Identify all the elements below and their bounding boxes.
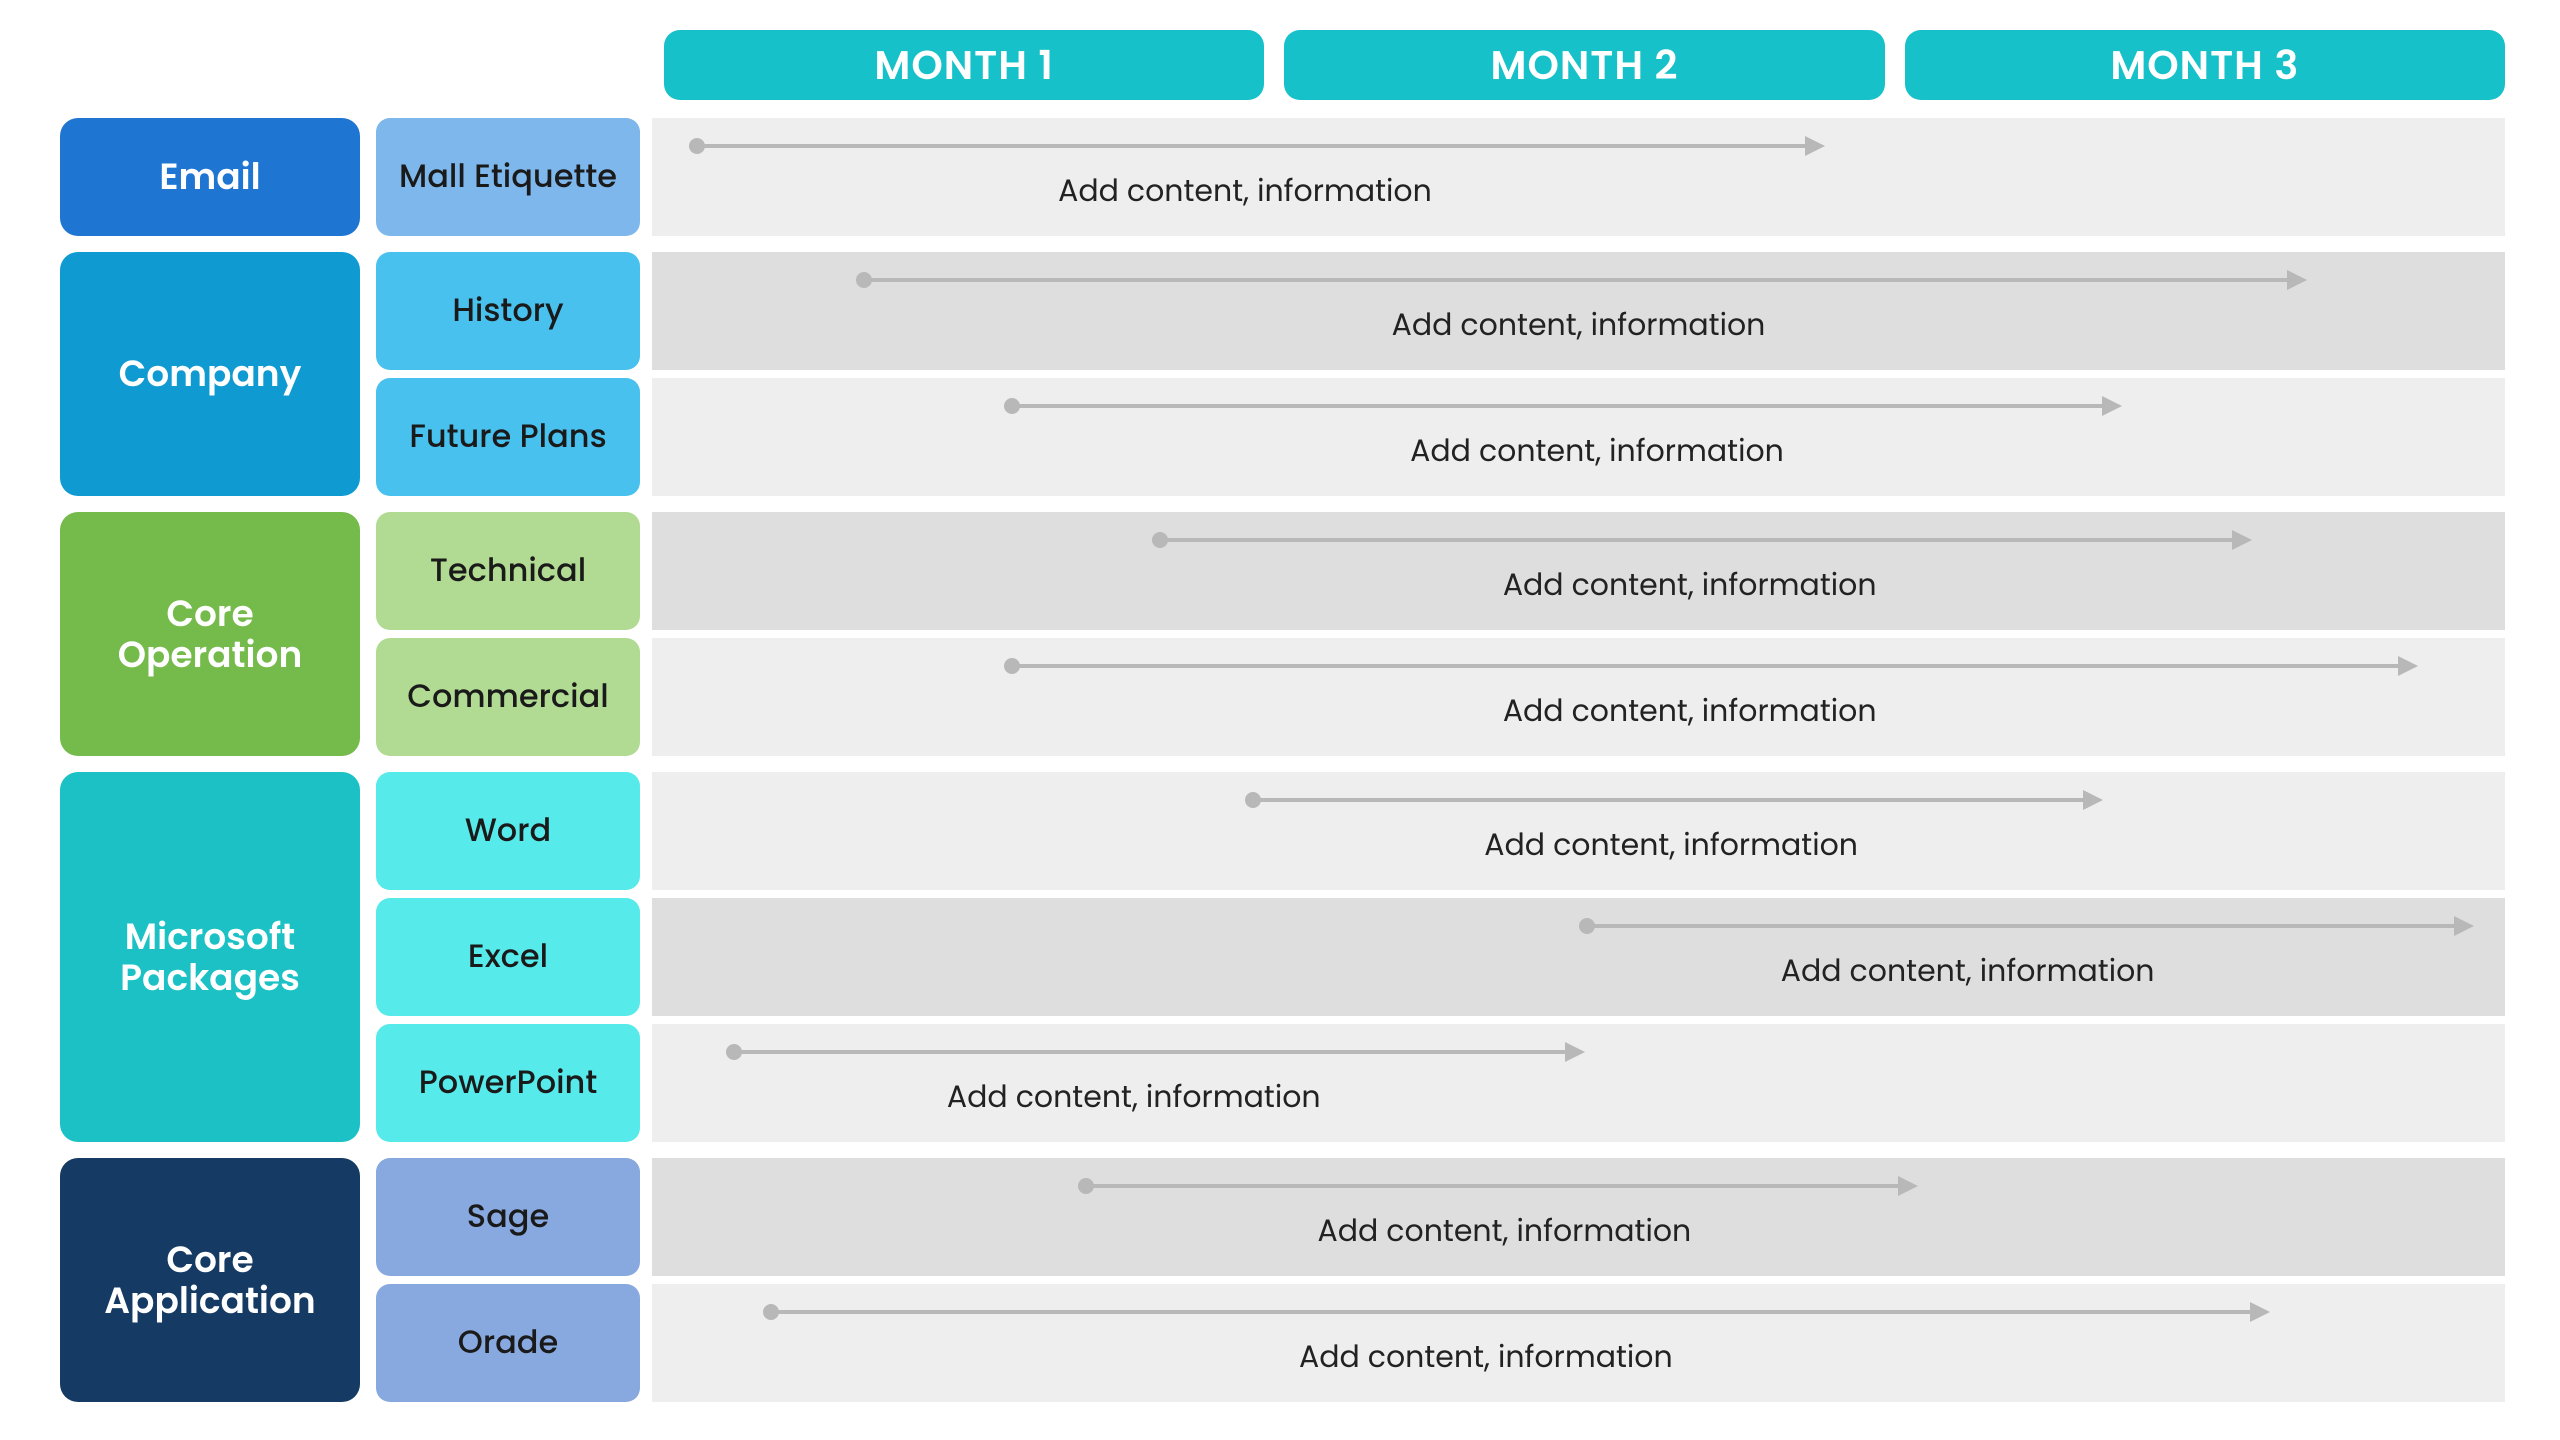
lane-content-text: Add content, information	[947, 1074, 1321, 1120]
group-row: Core ApplicationSage Add content, informa…	[60, 1158, 2505, 1402]
timeline-lane: Add content, information	[652, 1284, 2505, 1402]
arrow-line-icon	[1158, 538, 2233, 542]
arrow-head-icon	[2454, 916, 2474, 936]
sub-row: Future Plans Add content, information	[376, 378, 2505, 496]
sub-row: PowerPoint Add content, information	[376, 1024, 2505, 1142]
timeline-lane-inner: Add content, information	[652, 1284, 2505, 1402]
arrow-head-icon	[2250, 1302, 2270, 1322]
header-spacer-sub	[372, 30, 652, 100]
roadmap-chart: MONTH 1 MONTH 2 MONTH 3 EmailMall Etique…	[60, 30, 2505, 1402]
timeline-lane: Add content, information	[652, 772, 2505, 890]
sub-rows: Word Add content, information Excel Add con…	[376, 772, 2505, 1142]
arrow-head-icon	[2232, 530, 2252, 550]
arrow-head-icon	[1898, 1176, 1918, 1196]
month-pill-3: MONTH 3	[1905, 30, 2505, 100]
lane-content-text: Add content, information	[1410, 428, 1784, 474]
roadmap-canvas: MONTH 1 MONTH 2 MONTH 3 EmailMall Etique…	[0, 0, 2560, 1440]
timeline-lane-inner: Add content, information	[652, 118, 2505, 236]
timeline-lane: Add content, information	[652, 1158, 2505, 1276]
sub-pill: Mall Etiquette	[376, 118, 640, 236]
timeline-lane-inner: Add content, information	[652, 252, 2505, 370]
category-pill: Core Application	[60, 1158, 360, 1402]
sub-pill: Technical	[376, 512, 640, 630]
timeline-lane-inner: Add content, information	[652, 898, 2505, 1016]
timeline-lane: Add content, information	[652, 638, 2505, 756]
lane-content-text: Add content, information	[1503, 688, 1877, 734]
timeline-lane-inner: Add content, information	[652, 378, 2505, 496]
sub-pill: Orade	[376, 1284, 640, 1402]
sub-pill: PowerPoint	[376, 1024, 640, 1142]
arrow-line-icon	[1251, 798, 2085, 802]
arrow-line-icon	[732, 1050, 1566, 1054]
sub-rows: Sage Add content, information Orade Add con…	[376, 1158, 2505, 1402]
category-pill: Company	[60, 252, 360, 496]
lane-content-text: Add content, information	[1299, 1334, 1673, 1380]
lane-content-text: Add content, information	[1503, 562, 1877, 608]
timeline-lane-inner: Add content, information	[652, 638, 2505, 756]
arrow-line-icon	[1585, 924, 2456, 928]
lane-content-text: Add content, information	[1484, 822, 1858, 868]
sub-row: Technical Add content, information	[376, 512, 2505, 630]
header-spacer-category	[60, 30, 360, 100]
sub-row: Excel Add content, information	[376, 898, 2505, 1016]
header-row: MONTH 1 MONTH 2 MONTH 3	[60, 30, 2505, 100]
lane-content-text: Add content, information	[1392, 302, 1766, 348]
timeline-lane: Add content, information	[652, 512, 2505, 630]
timeline-lane: Add content, information	[652, 118, 2505, 236]
group-row: Microsoft PackagesWord Add content, infor…	[60, 772, 2505, 1142]
sub-rows: Mall Etiquette Add content, information	[376, 118, 2505, 236]
sub-row: Word Add content, information	[376, 772, 2505, 890]
arrow-line-icon	[695, 144, 1807, 148]
category-pill: Core Operation	[60, 512, 360, 756]
arrow-line-icon	[862, 278, 2289, 282]
sub-rows: HistoryAdd content, informationFuture Pl…	[376, 252, 2505, 496]
category-pill: Email	[60, 118, 360, 236]
arrow-line-icon	[1010, 404, 2104, 408]
groups-container: EmailMall Etiquette Add content, informat…	[60, 118, 2505, 1402]
month-pill-1: MONTH 1	[664, 30, 1264, 100]
arrow-head-icon	[2102, 396, 2122, 416]
sub-row: History Add content, information	[376, 252, 2505, 370]
sub-row: Mall Etiquette Add content, information	[376, 118, 2505, 236]
group-row: Core OperationTechnical Add content, info…	[60, 512, 2505, 756]
arrow-head-icon	[1805, 136, 1825, 156]
sub-pill: Excel	[376, 898, 640, 1016]
timeline-lane: Add content, information	[652, 898, 2505, 1016]
category-pill: Microsoft Packages	[60, 772, 360, 1142]
lane-content-text: Add content, information	[1058, 168, 1432, 214]
timeline-lane: Add content, information	[652, 378, 2505, 496]
arrow-line-icon	[769, 1310, 2252, 1314]
sub-pill: Future Plans	[376, 378, 640, 496]
sub-pill: Word	[376, 772, 640, 890]
arrow-line-icon	[1010, 664, 2400, 668]
arrow-head-icon	[1565, 1042, 1585, 1062]
lane-content-text: Add content, information	[1318, 1208, 1692, 1254]
arrow-head-icon	[2287, 270, 2307, 290]
sub-row: Sage Add content, information	[376, 1158, 2505, 1276]
arrow-line-icon	[1084, 1184, 1900, 1188]
sub-pill: History	[376, 252, 640, 370]
sub-pill: Commercial	[376, 638, 640, 756]
timeline-lane-inner: Add content, information	[652, 1024, 2505, 1142]
sub-rows: TechnicalAdd content, informationCommerc…	[376, 512, 2505, 756]
lane-content-text: Add content, information	[1781, 948, 2155, 994]
group-row: CompanyHistoryAdd content, informationFu…	[60, 252, 2505, 496]
arrow-head-icon	[2398, 656, 2418, 676]
timeline-lane-inner: Add content, information	[652, 1158, 2505, 1276]
timeline-lane: Add content, information	[652, 1024, 2505, 1142]
timeline-lane: Add content, information	[652, 252, 2505, 370]
month-pill-2: MONTH 2	[1284, 30, 1884, 100]
timeline-lane-inner: Add content, information	[652, 772, 2505, 890]
month-header-wrap: MONTH 1 MONTH 2 MONTH 3	[664, 30, 2505, 100]
sub-row: Commercial Add content, information	[376, 638, 2505, 756]
group-row: EmailMall Etiquette Add content, informat…	[60, 118, 2505, 236]
sub-row: Orade Add content, information	[376, 1284, 2505, 1402]
sub-pill: Sage	[376, 1158, 640, 1276]
timeline-lane-inner: Add content, information	[652, 512, 2505, 630]
arrow-head-icon	[2083, 790, 2103, 810]
